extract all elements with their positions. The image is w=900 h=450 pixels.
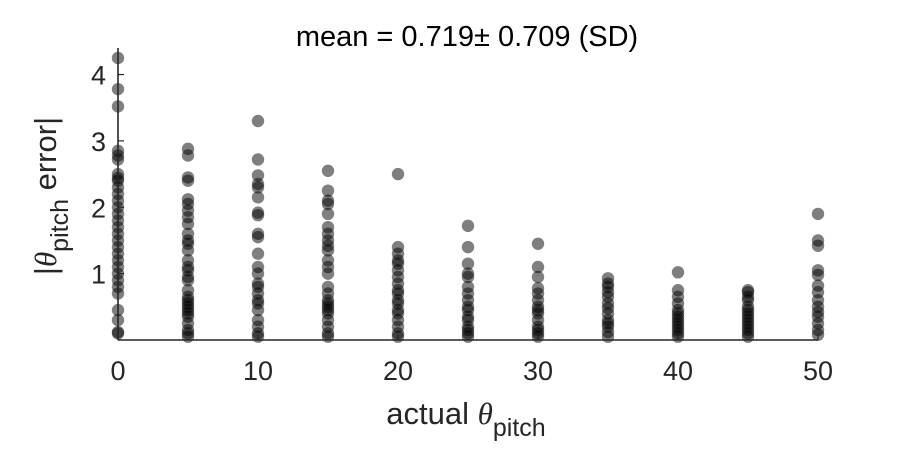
data-point-x10-9 [251, 230, 265, 244]
x-tick-label: 20 [383, 356, 413, 386]
data-point-x5-8 [181, 217, 195, 231]
data-point-x25-0 [461, 219, 475, 233]
data-point-x30-1 [531, 260, 545, 274]
y-axis-label: |θpitch error| [28, 117, 74, 275]
data-point-x40-0 [671, 266, 685, 279]
data-point-x15-4 [321, 207, 335, 221]
data-point-x10-7 [251, 209, 265, 222]
y-tick-label: 4 [91, 61, 106, 91]
data-point-x5-17 [181, 274, 195, 287]
data-point-x10-18 [251, 303, 265, 317]
data-point-x25-2 [461, 257, 475, 270]
data-point-x10-1 [251, 153, 265, 166]
x-tick-label: 50 [803, 356, 833, 386]
data-point-x15-9 [321, 244, 335, 257]
data-point-x25-1 [461, 240, 475, 254]
data-point-x10-5 [251, 191, 265, 204]
x-axis-label: actual θpitch [386, 396, 545, 442]
data-point-x10-10 [251, 247, 265, 260]
data-point-x10-4 [251, 181, 265, 194]
data-point-x15-3 [321, 197, 335, 211]
data-points [111, 51, 825, 343]
data-point-x35-12 [601, 330, 615, 343]
y-tick-label: 3 [91, 127, 106, 157]
data-point-x10-12 [251, 267, 265, 280]
chart-title: mean = 0.719± 0.709 (SD) [296, 21, 638, 53]
x-tick-label: 40 [663, 356, 693, 386]
x-tick-label: 10 [243, 356, 273, 386]
data-point-x5-1 [181, 149, 195, 162]
x-tick-label: 30 [523, 356, 553, 386]
y-tick-label: 2 [91, 193, 106, 223]
data-point-x45-13 [741, 330, 755, 343]
y-tick-label: 1 [91, 260, 106, 290]
data-point-x5-12 [181, 244, 195, 257]
data-point-x30-2 [531, 270, 545, 284]
data-point-x50-0 [811, 207, 825, 221]
data-point-x25-4 [461, 270, 475, 284]
y-ticks: 1 2 3 4 [91, 61, 124, 290]
data-point-x10-0 [251, 114, 265, 128]
data-point-x50-4 [811, 268, 825, 282]
data-point-x25-15 [461, 330, 475, 343]
data-point-x15-12 [321, 267, 335, 280]
data-point-x50-2 [811, 239, 825, 252]
data-point-x15-23 [321, 330, 335, 343]
data-point-x20-0 [391, 167, 405, 181]
x-ticks: 0 10 20 30 40 50 [110, 334, 833, 386]
data-point-x30-0 [531, 237, 545, 250]
data-point-x15-1 [321, 184, 335, 197]
x-tick-label: 0 [110, 356, 125, 386]
data-point-x5-29 [181, 330, 195, 343]
data-point-x15-0 [321, 164, 335, 177]
data-point-x5-3 [181, 174, 195, 187]
data-point-x10-2 [251, 169, 265, 182]
